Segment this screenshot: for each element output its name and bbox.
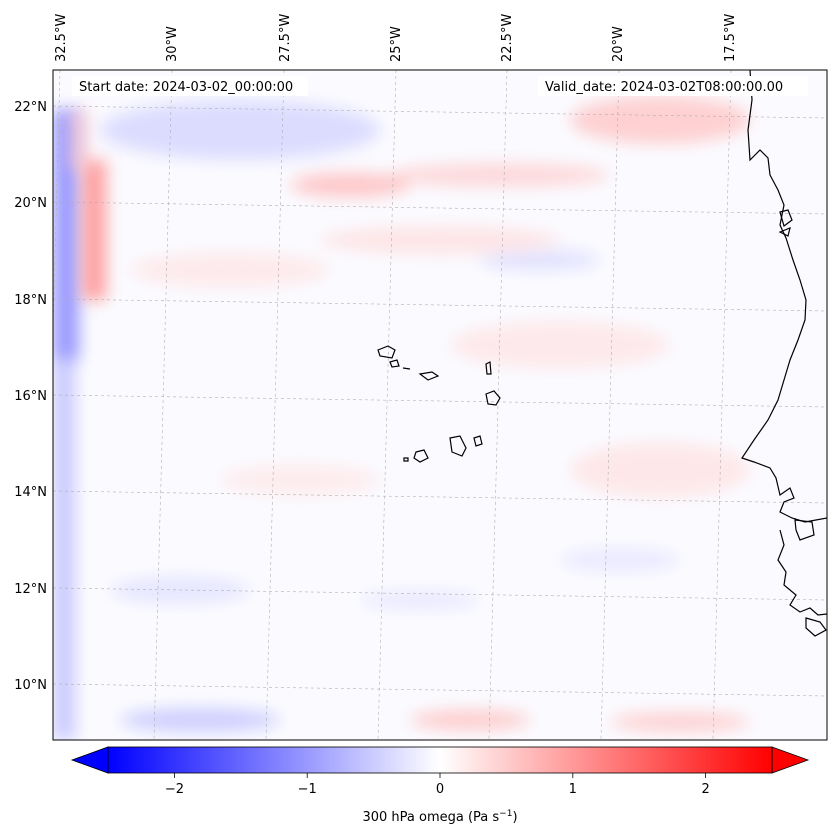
lon-gridline — [153, 70, 173, 740]
lat-label-20n: 20°N — [14, 196, 47, 211]
lat-label-22n: 22°N — [14, 100, 47, 115]
lon-gridline — [265, 70, 285, 740]
lon-gridline — [488, 70, 508, 740]
map-frame — [52, 69, 828, 741]
colorbar-max-extend — [771, 746, 810, 774]
valid-date-label: Valid_date: 2024-03-02T08:00:00.00 — [545, 80, 783, 95]
lon-label-20w: 20°W — [611, 26, 626, 62]
start-date-label: Start date: 2024-03-02_00:00:00 — [79, 80, 293, 95]
coastline — [377, 70, 827, 637]
colorbar-ticks: −2 −1 0 1 2 — [165, 773, 710, 797]
lon-gridline — [712, 70, 732, 740]
lat-label-16n: 16°N — [14, 389, 47, 404]
colorbar-min-extend — [70, 746, 109, 774]
lat-label-10n: 10°N — [14, 678, 47, 693]
gridlines — [53, 70, 827, 740]
lon-label-32-5w: 32.5°W — [54, 14, 69, 62]
lon-label-30w: 30°W — [165, 26, 180, 62]
colorbar: −2 −1 0 1 2 300 hPa omega (Pa s−1) — [70, 746, 810, 825]
lon-gridline — [377, 70, 397, 740]
lon-gridline — [600, 70, 620, 740]
colorbar-tick-label: −2 — [165, 782, 184, 797]
header: Start date: 2024-03-02_00:00:00 Valid_da… — [72, 76, 808, 96]
colorbar-label: 300 hPa omega (Pa s−1) — [362, 809, 517, 825]
lat-label-12n: 12°N — [14, 582, 47, 597]
lon-label-22-5w: 22.5°W — [500, 14, 515, 62]
omega-field — [53, 70, 827, 740]
colorbar-tick-label: −1 — [298, 782, 317, 797]
colorbar-tick-label: 0 — [436, 782, 444, 797]
lon-label-27-5w: 27.5°W — [278, 14, 293, 62]
lon-labels: 32.5°W 30°W 27.5°W 25°W 22.5°W 20°W 17.5… — [54, 14, 738, 62]
lat-labels: 22°N 20°N 18°N 16°N 14°N 12°N 10°N — [14, 100, 47, 693]
colorbar-tick-label: 1 — [569, 782, 577, 797]
colorbar-gradient — [108, 747, 772, 773]
lon-label-17-5w: 17.5°W — [723, 14, 738, 62]
lat-label-14n: 14°N — [14, 485, 47, 500]
lat-label-18n: 18°N — [14, 293, 47, 308]
lon-label-25w: 25°W — [389, 26, 404, 62]
colorbar-tick-label: 2 — [701, 782, 709, 797]
